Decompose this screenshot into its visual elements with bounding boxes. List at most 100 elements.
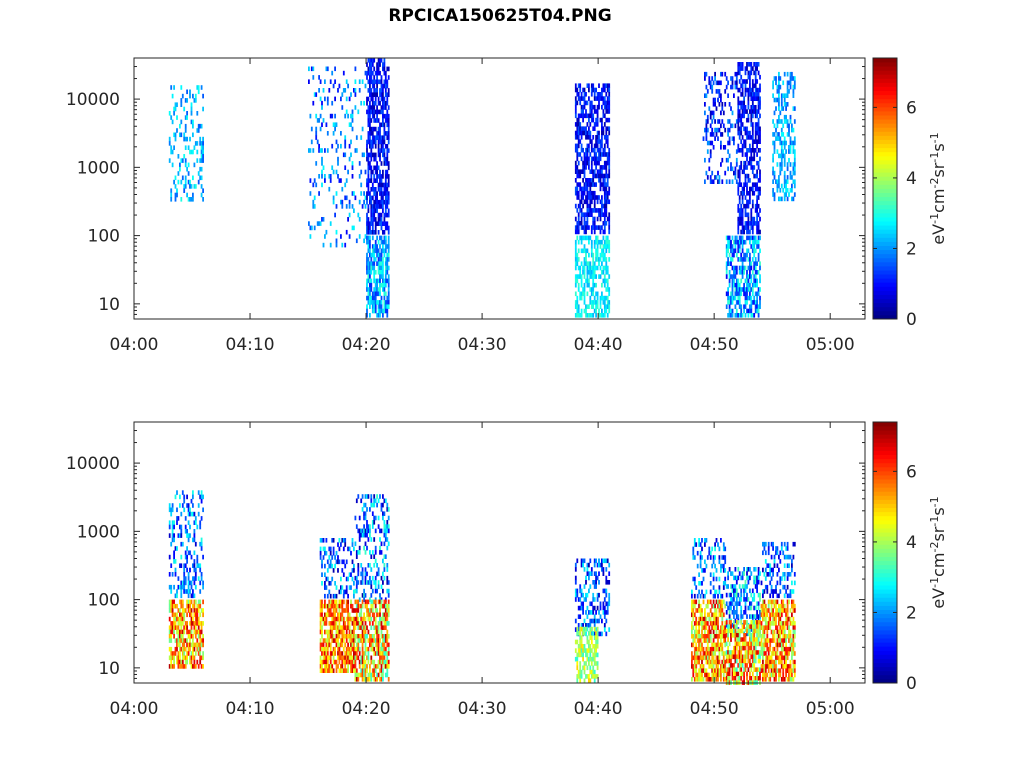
heatmap-cell	[580, 674, 583, 679]
heatmap-cell	[751, 182, 754, 187]
heatmap-cell	[199, 638, 202, 643]
heatmap-cell	[350, 113, 352, 119]
heatmap-cell	[180, 102, 183, 107]
heatmap-cell	[580, 274, 583, 279]
heatmap-cell	[746, 248, 748, 254]
heatmap-cell	[708, 625, 711, 630]
heatmap-cell	[695, 585, 698, 590]
heatmap-cell	[179, 166, 181, 172]
colorbar-segment	[873, 278, 897, 283]
heatmap-cell	[590, 631, 593, 637]
heatmap-cell	[699, 638, 702, 643]
heatmap-cell	[200, 141, 203, 146]
heatmap-cell	[387, 659, 390, 665]
heatmap-cell	[348, 585, 351, 590]
heatmap-cell	[709, 581, 712, 586]
heatmap-cell	[345, 79, 348, 84]
heatmap-cell	[747, 282, 750, 288]
heatmap-cell	[379, 646, 381, 652]
heatmap-cell	[189, 550, 191, 556]
heatmap-cell	[590, 195, 593, 200]
heatmap-cell	[595, 109, 597, 114]
heatmap-cell	[325, 642, 328, 648]
heatmap-cell	[345, 576, 348, 582]
heatmap-cell	[596, 300, 599, 305]
heatmap-cell	[759, 229, 761, 235]
heatmap-cell	[357, 603, 360, 609]
heatmap-cell	[369, 244, 371, 249]
heatmap-cell	[576, 126, 579, 131]
heatmap-cell	[574, 186, 577, 192]
heatmap-cell	[370, 646, 373, 652]
heatmap-cell	[596, 304, 599, 309]
heatmap-cell	[756, 126, 758, 132]
heatmap-cell	[740, 165, 743, 170]
heatmap-cell	[319, 608, 322, 613]
heatmap-cell	[727, 132, 729, 137]
heatmap-cell	[383, 541, 386, 547]
heatmap-cell	[358, 174, 361, 179]
heatmap-cell	[595, 674, 597, 679]
heatmap-cell	[344, 165, 347, 170]
heatmap-cell	[590, 661, 593, 666]
heatmap-cell	[577, 229, 580, 235]
heatmap-cell	[586, 652, 589, 658]
heatmap-cell	[580, 216, 583, 222]
heatmap-cell	[376, 235, 378, 241]
heatmap-cell	[170, 651, 173, 656]
heatmap-cell	[364, 625, 367, 630]
heatmap-cell	[374, 257, 377, 262]
heatmap-cell	[168, 584, 171, 590]
heatmap-cell	[754, 282, 757, 288]
heatmap-cell	[370, 616, 373, 622]
heatmap-cell	[353, 664, 355, 669]
heatmap-cell	[606, 100, 609, 106]
heatmap-cell	[746, 270, 748, 275]
heatmap-cell	[589, 274, 592, 279]
heatmap-cell	[579, 291, 582, 297]
heatmap-cell	[741, 105, 744, 110]
heatmap-cell	[583, 221, 586, 226]
heatmap-cell	[171, 537, 174, 543]
heatmap-cell	[341, 568, 344, 573]
heatmap-cell	[194, 520, 197, 525]
heatmap-cell	[383, 152, 386, 158]
heatmap-cell	[354, 195, 357, 201]
heatmap-cell	[384, 225, 387, 231]
heatmap-cell	[384, 304, 387, 309]
heatmap-cell	[370, 208, 373, 214]
heatmap-cell	[734, 287, 737, 292]
heatmap-cell	[593, 147, 596, 153]
heatmap-cell	[737, 225, 740, 230]
heatmap-cell	[599, 239, 602, 245]
heatmap-cell	[382, 92, 384, 97]
heatmap-cell	[170, 541, 173, 547]
heatmap-cell	[310, 225, 313, 231]
heatmap-cell	[759, 156, 761, 162]
heatmap-cell	[574, 282, 577, 288]
heatmap-cell	[187, 599, 190, 605]
heatmap-cell	[180, 634, 183, 639]
heatmap-cell	[717, 80, 719, 86]
heatmap-cell	[367, 139, 370, 145]
heatmap-cell	[585, 147, 587, 153]
heatmap-cell	[599, 147, 602, 153]
heatmap-cell	[740, 308, 743, 314]
heatmap-cell	[197, 629, 200, 635]
heatmap-cell	[383, 212, 386, 218]
heatmap-cell	[373, 300, 376, 305]
heatmap-cell	[721, 132, 724, 137]
heatmap-cell	[387, 135, 390, 140]
heatmap-cell	[186, 503, 188, 508]
heatmap-cell	[590, 83, 593, 88]
heatmap-cell	[605, 190, 608, 196]
heatmap-cell	[788, 157, 790, 163]
heatmap-cell	[382, 139, 384, 145]
heatmap-cell	[383, 70, 386, 76]
colorbar-segment	[873, 212, 897, 218]
heatmap-cell	[590, 648, 593, 653]
heatmap-cell	[326, 593, 329, 599]
heatmap-cell	[194, 664, 197, 669]
heatmap-cell	[377, 174, 380, 179]
heatmap-cell	[174, 621, 177, 626]
